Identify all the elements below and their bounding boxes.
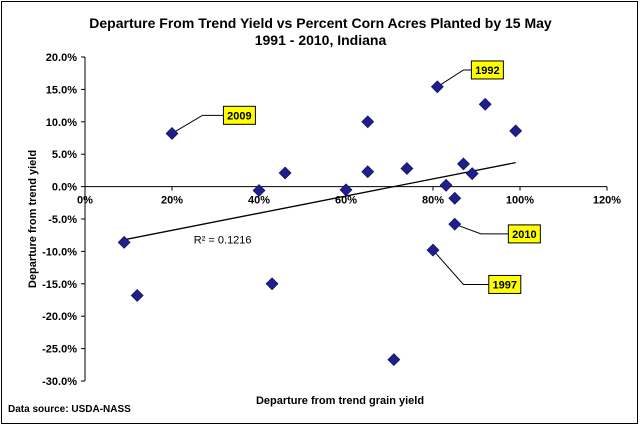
x-tick-label: 20% (161, 195, 183, 207)
annotation-leader (437, 69, 472, 88)
x-tick-label: 100% (506, 195, 534, 207)
y-tick-label: -30.0% (42, 376, 77, 388)
year-callout-label: 1997 (493, 279, 517, 291)
y-tick-label: -20.0% (42, 311, 77, 323)
y-tick-label: 20.0% (46, 52, 77, 64)
year-callout-box (488, 274, 522, 294)
y-tick-label: 15.0% (46, 84, 77, 96)
year-callout-box (470, 60, 504, 80)
x-tick-label: 40% (248, 195, 270, 207)
data-point (165, 127, 179, 140)
data-point (130, 289, 144, 302)
chart-subtitle: 1991 - 2010, Indiana (254, 32, 387, 48)
year-callout-label: 2010 (512, 229, 536, 241)
data-point (252, 184, 266, 197)
data-point (426, 243, 440, 257)
x-tick-label: 0% (77, 195, 93, 207)
data-point (478, 97, 492, 111)
annotation-leader (171, 114, 224, 134)
data-point (361, 165, 375, 179)
y-tick-label: 5.0% (52, 149, 77, 161)
x-axis-title: Departure from trend grain yield (256, 395, 424, 407)
y-tick-label: -25.0% (42, 344, 77, 356)
annotation-leader (454, 223, 509, 235)
data-point (339, 183, 353, 197)
year-callout-box (222, 105, 256, 125)
r-squared-label: R² = 0.1216 (194, 235, 252, 247)
y-tick-label: -15.0% (42, 279, 77, 291)
data-point (117, 235, 131, 249)
y-tick-label: -10.0% (42, 246, 77, 258)
x-tick-label: 80% (422, 195, 444, 207)
y-tick-label: 10.0% (46, 117, 77, 129)
data-point (387, 353, 401, 367)
data-point (361, 115, 375, 129)
year-callout-box (507, 224, 541, 244)
data-point (430, 80, 444, 94)
y-axis-title: Departure from trend yield (27, 150, 39, 288)
x-tick-label: 120% (593, 195, 621, 207)
y-tick-label: -5.0% (48, 214, 77, 226)
data-point (448, 217, 462, 231)
data-point (278, 166, 292, 180)
data-point (457, 157, 470, 171)
data-point (439, 178, 453, 192)
chart-title: Departure From Trend Yield vs Percent Co… (89, 15, 552, 31)
annotation-leader (432, 249, 489, 285)
year-callout-label: 1992 (475, 65, 499, 77)
year-callout-label: 2009 (227, 110, 251, 122)
y-tick-label: 0.0% (52, 182, 77, 194)
data-point (448, 191, 462, 205)
data-point (465, 167, 479, 181)
data-point (509, 124, 523, 138)
trendline (124, 161, 516, 241)
data-source-note: Data source: USDA-NASS (8, 404, 131, 415)
data-point (400, 162, 414, 175)
data-point (265, 277, 279, 291)
